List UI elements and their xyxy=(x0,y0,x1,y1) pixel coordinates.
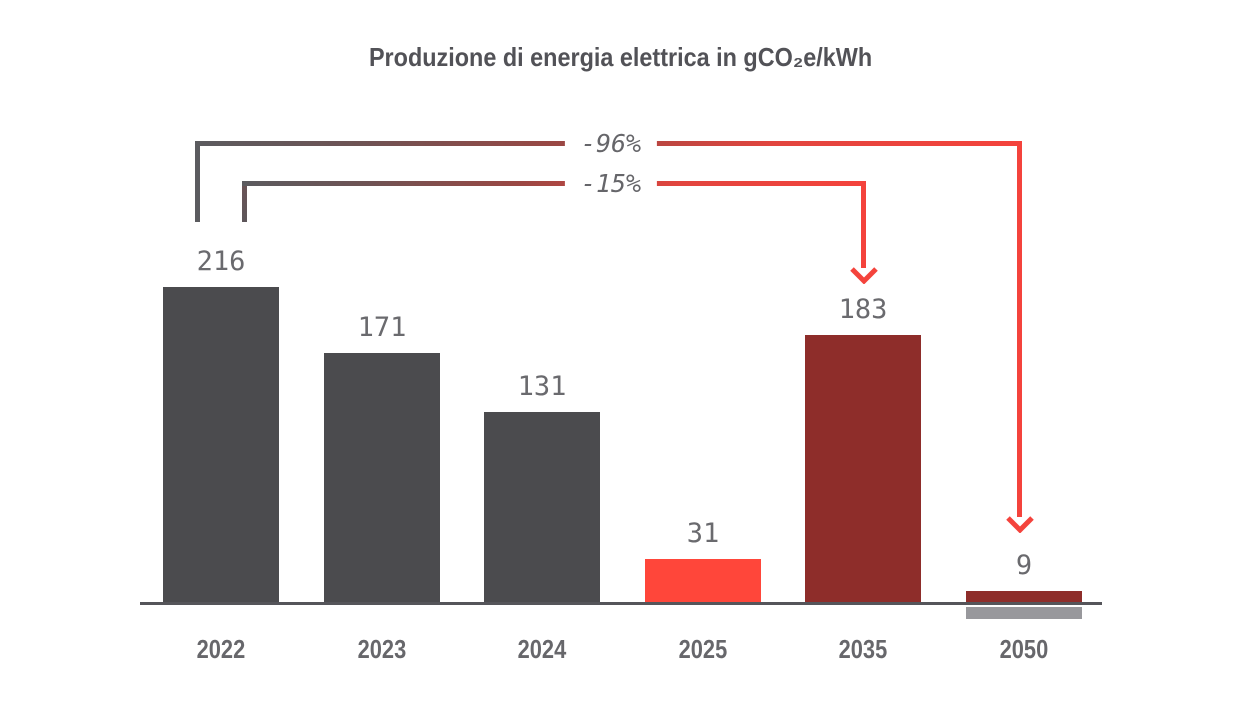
chart-title: Produzione di energia elettrica in gCO₂e… xyxy=(0,42,1241,73)
bar-2023 xyxy=(324,353,440,604)
x-axis-label-2035: 2035 xyxy=(785,633,941,665)
below-axis-marker-2050 xyxy=(966,607,1082,619)
x-axis-label-text: 2050 xyxy=(999,634,1049,664)
annotation-96-arrowhead-icon xyxy=(1006,516,1034,533)
chart-title-text: Produzione di energia elettrica in gCO₂e… xyxy=(368,42,873,72)
bar-2035 xyxy=(805,335,921,604)
annotation-96-vertical-line xyxy=(1017,141,1022,517)
bar-2025 xyxy=(645,559,761,604)
bar-value-label-2024: 131 xyxy=(517,371,567,402)
x-axis-label-2023: 2023 xyxy=(304,633,460,665)
bar-value-label-2022: 216 xyxy=(196,246,246,277)
annotation-15-arrowhead-icon xyxy=(850,267,878,284)
x-axis-label-text: 2022 xyxy=(196,634,246,664)
x-axis-label-2024: 2024 xyxy=(464,633,620,665)
bar-value-label-2023: 171 xyxy=(357,312,407,343)
annotation-15-horizontal-line xyxy=(242,181,866,186)
annotation-96-label: -96% xyxy=(564,127,658,161)
x-axis-label-2050: 2050 xyxy=(946,633,1102,665)
x-axis-label-text: 2024 xyxy=(517,634,567,664)
x-axis-label-text: 2025 xyxy=(678,634,728,664)
annotation-15-vertical-line xyxy=(861,181,866,268)
annotation-96-start-connector xyxy=(195,141,200,222)
bar-2022 xyxy=(163,287,279,604)
bar-value-label-2050: 9 xyxy=(1015,550,1033,581)
x-axis-label-2022: 2022 xyxy=(143,633,299,665)
bar-value-label-2025: 31 xyxy=(686,518,720,549)
bar-2024 xyxy=(484,412,600,604)
x-axis-label-2025: 2025 xyxy=(625,633,781,665)
bar-2050 xyxy=(966,591,1082,604)
annotation-15-label: -15% xyxy=(564,167,658,201)
x-axis-label-text: 2023 xyxy=(357,634,407,664)
bar-value-label-2035: 183 xyxy=(838,294,888,325)
x-axis-label-text: 2035 xyxy=(838,634,888,664)
annotation-15-start-connector xyxy=(242,181,247,222)
x-axis-line xyxy=(140,602,1102,605)
